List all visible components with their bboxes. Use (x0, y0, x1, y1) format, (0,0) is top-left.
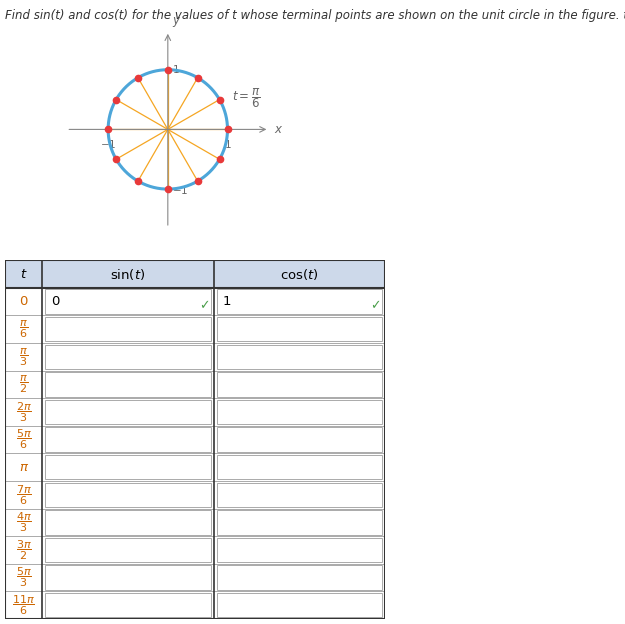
Bar (45, 317, 211, 341)
Bar (217, 317, 382, 341)
Text: Find sin(t) and cos(t) for the values of t whose terminal points are shown on th: Find sin(t) and cos(t) for the values of… (5, 9, 625, 22)
Bar (45, 455, 211, 479)
Text: $y$: $y$ (172, 15, 181, 29)
Text: ✓: ✓ (370, 299, 381, 312)
Text: $1$: $1$ (224, 139, 231, 150)
Bar (45, 538, 211, 562)
Text: $\dfrac{4\pi}{3}$: $\dfrac{4\pi}{3}$ (16, 510, 32, 534)
Bar (5, 260, 385, 288)
Bar (45, 510, 211, 535)
Text: $\dfrac{7\pi}{6}$: $\dfrac{7\pi}{6}$ (16, 483, 32, 507)
Text: $-1$: $-1$ (172, 184, 188, 197)
Bar (217, 373, 382, 397)
Bar (217, 510, 382, 535)
Text: ✓: ✓ (199, 299, 209, 312)
Bar (217, 400, 382, 424)
Text: $\dfrac{5\pi}{3}$: $\dfrac{5\pi}{3}$ (16, 566, 32, 589)
Bar (45, 565, 211, 590)
Text: 1: 1 (222, 295, 231, 308)
Text: $\mathrm{cos}(t)$: $\mathrm{cos}(t)$ (280, 266, 319, 281)
Bar (217, 290, 382, 314)
Bar (45, 400, 211, 424)
Bar (45, 290, 211, 314)
Text: $t = \dfrac{\pi}{6}$: $t = \dfrac{\pi}{6}$ (232, 87, 261, 110)
Bar (217, 593, 382, 617)
Text: $-1$: $-1$ (100, 139, 116, 150)
Text: $\dfrac{11\pi}{6}$: $\dfrac{11\pi}{6}$ (12, 593, 35, 617)
Bar (45, 593, 211, 617)
Bar (217, 455, 382, 479)
Text: $\dfrac{\pi}{3}$: $\dfrac{\pi}{3}$ (19, 346, 28, 368)
Text: $\dfrac{3\pi}{2}$: $\dfrac{3\pi}{2}$ (16, 539, 32, 562)
Text: $x$: $x$ (274, 123, 283, 136)
Text: $t$: $t$ (20, 268, 28, 281)
Bar (217, 427, 382, 452)
Text: $\dfrac{\pi}{2}$: $\dfrac{\pi}{2}$ (19, 374, 28, 395)
Bar (217, 538, 382, 562)
Bar (45, 427, 211, 452)
Bar (217, 565, 382, 590)
Text: $1$: $1$ (172, 62, 179, 74)
Text: $\dfrac{2\pi}{3}$: $\dfrac{2\pi}{3}$ (16, 400, 32, 424)
Text: $0$: $0$ (19, 295, 28, 308)
Text: $\dfrac{\pi}{6}$: $\dfrac{\pi}{6}$ (19, 318, 28, 340)
Text: $\pi$: $\pi$ (19, 461, 29, 474)
Bar (45, 344, 211, 369)
Bar (217, 344, 382, 369)
Text: $\dfrac{5\pi}{6}$: $\dfrac{5\pi}{6}$ (16, 428, 32, 451)
Text: 0: 0 (51, 295, 59, 308)
Bar (45, 483, 211, 507)
Bar (217, 483, 382, 507)
Bar (45, 373, 211, 397)
Text: $\mathrm{sin}(t)$: $\mathrm{sin}(t)$ (110, 266, 146, 281)
